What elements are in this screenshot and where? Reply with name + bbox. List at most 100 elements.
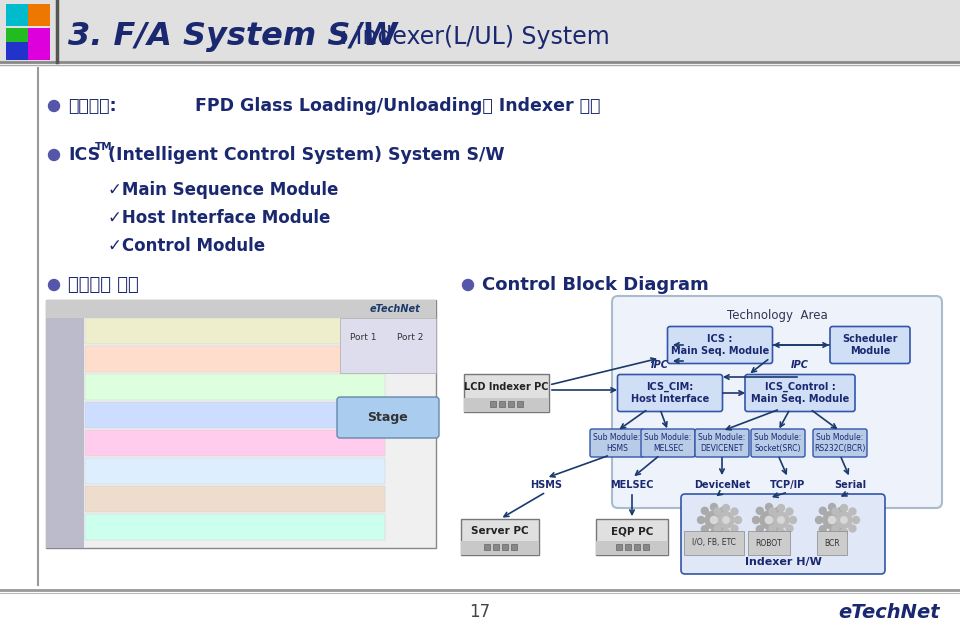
- Circle shape: [756, 526, 763, 533]
- FancyBboxPatch shape: [634, 544, 640, 550]
- FancyBboxPatch shape: [464, 374, 548, 412]
- Circle shape: [852, 516, 859, 523]
- FancyBboxPatch shape: [85, 346, 385, 372]
- Circle shape: [698, 516, 705, 523]
- Text: MELSEC: MELSEC: [611, 480, 654, 490]
- Circle shape: [765, 516, 773, 523]
- Text: ✓Main Sequence Module: ✓Main Sequence Module: [108, 181, 338, 199]
- Text: : Indexer(L/UL) System: : Indexer(L/UL) System: [340, 25, 610, 49]
- FancyBboxPatch shape: [85, 402, 385, 428]
- Circle shape: [786, 508, 793, 515]
- Text: Technology  Area: Technology Area: [727, 310, 828, 322]
- FancyBboxPatch shape: [85, 374, 385, 400]
- FancyBboxPatch shape: [46, 300, 436, 548]
- Circle shape: [849, 508, 856, 515]
- FancyBboxPatch shape: [6, 4, 28, 26]
- FancyBboxPatch shape: [625, 544, 631, 550]
- Circle shape: [773, 512, 789, 528]
- Circle shape: [710, 504, 717, 511]
- Text: 적용분야:: 적용분야:: [68, 97, 116, 115]
- Circle shape: [841, 504, 848, 511]
- FancyBboxPatch shape: [499, 401, 505, 407]
- FancyBboxPatch shape: [461, 519, 539, 555]
- Text: Scheduler
Module: Scheduler Module: [842, 334, 898, 356]
- Circle shape: [842, 516, 849, 523]
- Circle shape: [710, 516, 718, 523]
- Text: Sub Module:
MELSEC: Sub Module: MELSEC: [644, 434, 691, 453]
- FancyBboxPatch shape: [85, 430, 385, 456]
- FancyBboxPatch shape: [6, 42, 28, 60]
- Text: I/O, FB, ETC: I/O, FB, ETC: [692, 538, 736, 547]
- FancyBboxPatch shape: [616, 544, 622, 550]
- FancyBboxPatch shape: [28, 28, 50, 60]
- Text: Port 1: Port 1: [349, 334, 376, 343]
- Circle shape: [765, 504, 773, 511]
- Text: (Intelligent Control System) System S/W: (Intelligent Control System) System S/W: [108, 146, 505, 164]
- FancyBboxPatch shape: [667, 327, 773, 363]
- Circle shape: [734, 516, 741, 523]
- Text: ICS_CIM:
Host Interface: ICS_CIM: Host Interface: [631, 382, 709, 404]
- Text: Control Block Diagram: Control Block Diagram: [482, 276, 708, 294]
- Circle shape: [828, 516, 835, 523]
- Circle shape: [841, 517, 848, 523]
- Circle shape: [705, 511, 723, 529]
- Text: TCP/IP: TCP/IP: [770, 480, 805, 490]
- FancyBboxPatch shape: [751, 429, 805, 457]
- FancyBboxPatch shape: [85, 318, 385, 344]
- FancyBboxPatch shape: [517, 401, 523, 407]
- Circle shape: [756, 507, 763, 514]
- FancyBboxPatch shape: [85, 458, 385, 484]
- Text: FPD Glass Loading/Unloading용 Indexer 운영: FPD Glass Loading/Unloading용 Indexer 운영: [195, 97, 600, 115]
- Circle shape: [723, 517, 730, 523]
- FancyBboxPatch shape: [46, 300, 436, 318]
- Text: 화면구성 사레: 화면구성 사레: [68, 276, 139, 294]
- Circle shape: [718, 512, 734, 528]
- Text: Server PC: Server PC: [471, 526, 529, 536]
- Circle shape: [769, 508, 776, 515]
- Text: Sub Module:
HSMS: Sub Module: HSMS: [593, 434, 640, 453]
- FancyBboxPatch shape: [464, 398, 548, 412]
- Circle shape: [710, 516, 717, 523]
- Circle shape: [765, 516, 773, 523]
- Text: EQP PC: EQP PC: [611, 526, 653, 536]
- Circle shape: [723, 504, 730, 511]
- Circle shape: [775, 507, 781, 514]
- FancyBboxPatch shape: [612, 296, 942, 508]
- Text: LCD Indexer PC: LCD Indexer PC: [464, 382, 548, 392]
- Circle shape: [49, 150, 60, 161]
- FancyBboxPatch shape: [508, 401, 514, 407]
- FancyBboxPatch shape: [490, 401, 496, 407]
- Text: Sub Module:
Socket(SRC): Sub Module: Socket(SRC): [755, 434, 802, 453]
- Circle shape: [778, 528, 784, 535]
- Circle shape: [849, 525, 856, 532]
- FancyBboxPatch shape: [617, 375, 723, 411]
- Circle shape: [828, 516, 835, 523]
- FancyBboxPatch shape: [596, 519, 668, 555]
- FancyBboxPatch shape: [493, 544, 499, 550]
- FancyBboxPatch shape: [590, 429, 644, 457]
- Circle shape: [828, 530, 835, 537]
- Circle shape: [789, 516, 797, 523]
- Text: HSMS: HSMS: [530, 480, 562, 490]
- Circle shape: [714, 508, 721, 515]
- Text: Serial: Serial: [834, 480, 866, 490]
- Text: ✓Host Interface Module: ✓Host Interface Module: [108, 209, 330, 227]
- FancyBboxPatch shape: [813, 429, 867, 457]
- Circle shape: [819, 526, 827, 533]
- FancyBboxPatch shape: [85, 486, 385, 512]
- FancyBboxPatch shape: [643, 544, 649, 550]
- Text: DeviceNet: DeviceNet: [694, 480, 750, 490]
- Circle shape: [720, 507, 727, 514]
- Text: Sub Module:
DEVICENET: Sub Module: DEVICENET: [698, 434, 746, 453]
- Circle shape: [702, 507, 708, 514]
- Circle shape: [778, 504, 784, 511]
- Text: ICS :
Main Seq. Module: ICS : Main Seq. Module: [671, 334, 769, 356]
- FancyBboxPatch shape: [641, 429, 695, 457]
- Text: ICS: ICS: [68, 146, 100, 164]
- Text: TM: TM: [95, 142, 112, 152]
- FancyBboxPatch shape: [340, 318, 436, 373]
- Circle shape: [778, 517, 784, 523]
- Text: Sub Module:
RS232C(BCR): Sub Module: RS232C(BCR): [814, 434, 866, 453]
- Text: IPC: IPC: [791, 360, 809, 370]
- Circle shape: [731, 525, 738, 532]
